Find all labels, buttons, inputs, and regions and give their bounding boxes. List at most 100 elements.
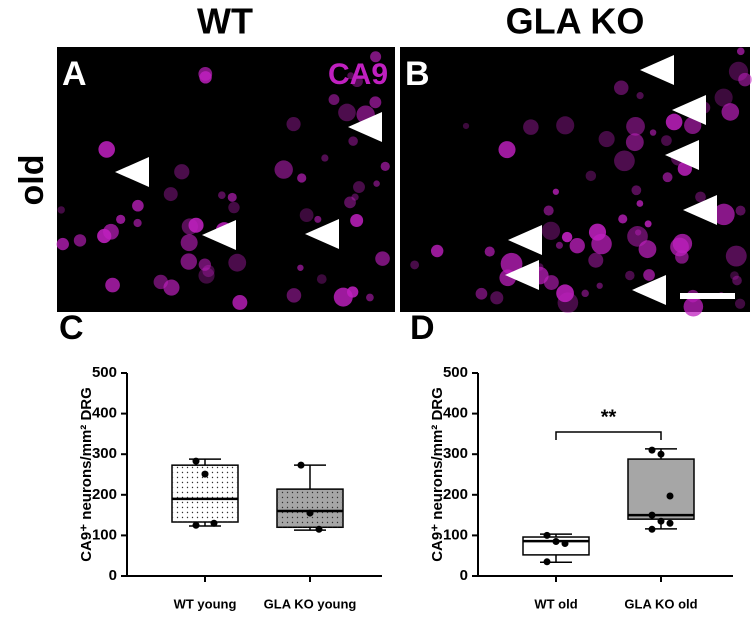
cell — [286, 116, 301, 132]
cell — [614, 150, 635, 172]
arrowhead — [202, 220, 236, 250]
y-axis-label: CA9⁺ neurons/mm² DRG — [78, 387, 95, 562]
cell — [227, 192, 237, 202]
data-point — [297, 461, 305, 469]
cell — [350, 214, 364, 227]
row-title: old — [13, 155, 51, 206]
cell — [484, 246, 495, 257]
panel-letter: A — [62, 55, 87, 93]
cell — [299, 208, 314, 222]
micrograph — [400, 47, 752, 317]
cell — [73, 234, 87, 247]
cell — [228, 201, 240, 214]
significance-bracket — [555, 431, 662, 440]
arrowhead — [640, 55, 674, 85]
cell — [338, 103, 356, 122]
cell — [543, 205, 554, 216]
cell — [684, 116, 702, 135]
y-tick-label: 200 — [92, 486, 117, 503]
cell — [314, 215, 322, 223]
y-tick-label: 500 — [92, 364, 117, 381]
cell — [97, 228, 112, 244]
cell — [618, 214, 628, 224]
cell — [661, 135, 672, 146]
y-axis-label: CA9⁺ neurons/mm² DRG — [429, 387, 446, 562]
cell — [735, 205, 746, 216]
cell — [153, 274, 168, 290]
data-point — [657, 450, 665, 458]
cell — [132, 199, 144, 212]
cell — [366, 293, 374, 302]
data-point — [192, 521, 200, 529]
cell — [462, 122, 470, 130]
arrowhead — [632, 275, 666, 305]
y-tick-label: 500 — [443, 364, 468, 381]
cell — [297, 264, 304, 271]
data-point — [561, 540, 569, 548]
data-point — [648, 511, 656, 519]
cell — [228, 253, 247, 272]
cell — [353, 181, 365, 193]
cell — [644, 220, 652, 228]
data-point — [657, 517, 665, 525]
data-point — [552, 537, 560, 545]
cell — [734, 298, 746, 309]
cell — [557, 292, 579, 313]
cell — [351, 75, 363, 88]
cell — [198, 66, 213, 81]
cell — [380, 161, 390, 172]
cell — [430, 244, 444, 258]
cell — [721, 103, 740, 121]
cell — [662, 172, 673, 183]
cell — [286, 288, 302, 303]
data-point — [192, 457, 200, 465]
x-tick-label: WT old — [534, 596, 577, 611]
cell — [732, 275, 742, 286]
cell — [181, 218, 199, 235]
cell — [180, 234, 198, 252]
cell — [714, 88, 733, 107]
data-point — [315, 525, 323, 533]
arrowhead — [508, 225, 542, 255]
cell — [498, 141, 516, 159]
cell — [133, 218, 142, 228]
arrowhead — [683, 195, 717, 225]
cell — [627, 226, 648, 247]
cell — [198, 267, 215, 284]
cell — [163, 187, 178, 202]
cell — [232, 295, 248, 310]
cell — [556, 284, 574, 303]
cell — [649, 129, 657, 136]
col-title: GLA KO — [506, 1, 645, 42]
cell — [631, 185, 642, 196]
cell — [57, 206, 65, 214]
cell — [490, 291, 504, 305]
cell — [713, 203, 735, 226]
y-tick-label: 300 — [92, 445, 117, 462]
arrowhead — [665, 140, 699, 170]
y-tick-label: 100 — [92, 526, 117, 543]
y-tick-label: 200 — [443, 486, 468, 503]
cell — [328, 94, 340, 106]
x-tick-label: GLA KO young — [264, 596, 357, 611]
cell — [552, 188, 560, 195]
cell — [738, 72, 752, 87]
cell — [625, 133, 644, 152]
box-pattern — [277, 489, 343, 528]
arrowhead — [115, 157, 149, 187]
cell — [585, 170, 597, 182]
cell — [475, 287, 488, 300]
y-tick-label: 0 — [460, 567, 468, 584]
cell — [598, 130, 615, 148]
arrowhead — [672, 95, 706, 125]
cell — [555, 241, 563, 249]
panel-letter: D — [410, 309, 435, 347]
cell — [180, 253, 197, 270]
data-point — [543, 531, 551, 539]
cell — [174, 164, 190, 180]
cell — [588, 252, 604, 268]
scale-bar — [680, 293, 735, 299]
cell — [56, 237, 69, 251]
cell — [730, 271, 739, 280]
arrowhead — [505, 260, 539, 290]
